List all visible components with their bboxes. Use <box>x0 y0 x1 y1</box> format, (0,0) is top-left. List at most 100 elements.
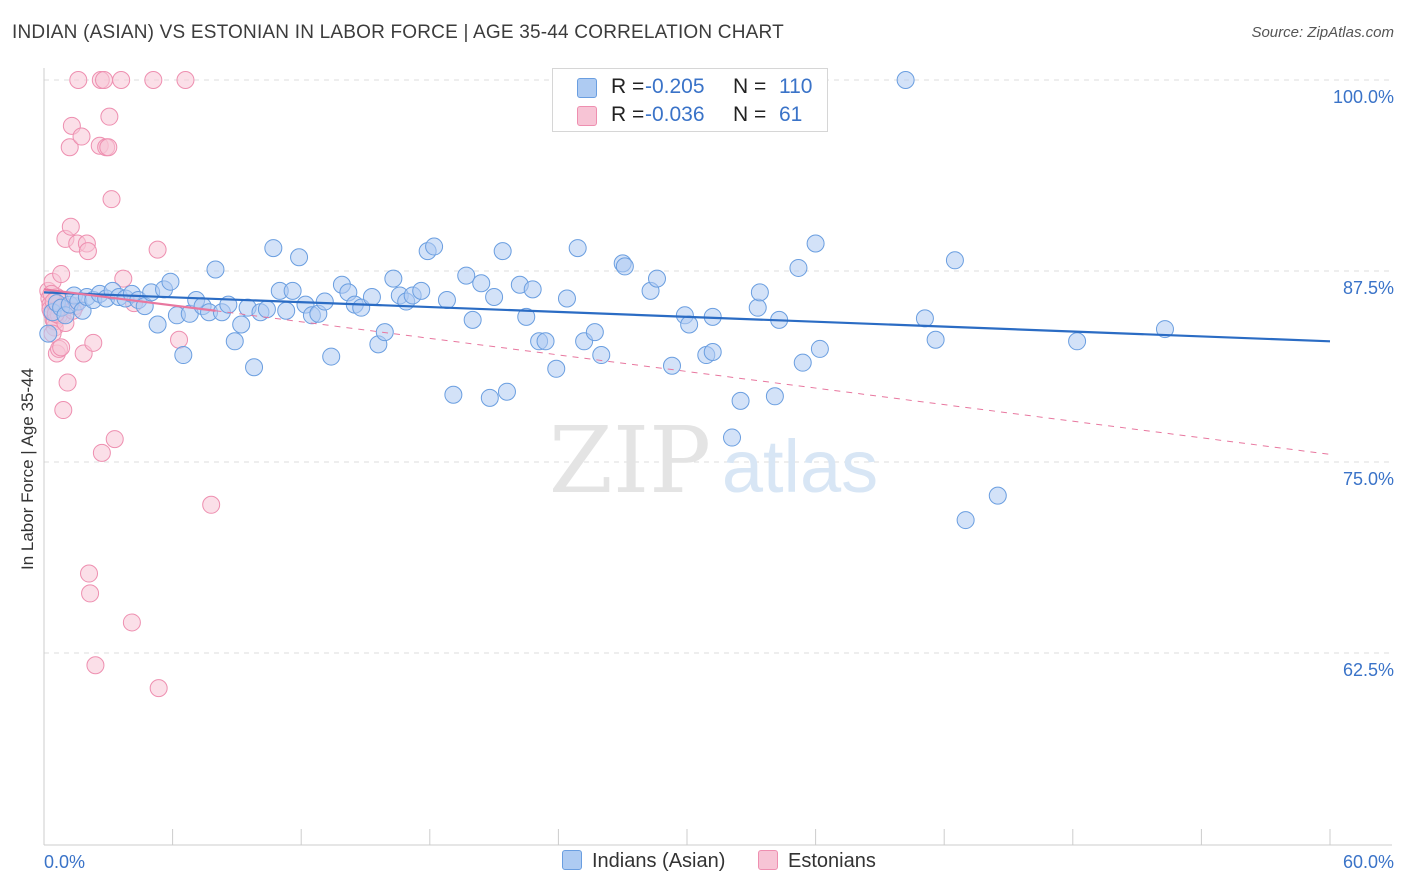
estonian-point <box>78 242 97 261</box>
estonian-point <box>102 190 121 209</box>
indian-point <box>592 346 611 365</box>
estonian-point <box>122 613 141 632</box>
indian-point <box>789 258 808 277</box>
y-tick-label-87-5: 87.5% <box>1342 278 1394 298</box>
indian-point <box>485 287 504 306</box>
estonian-point <box>170 330 189 349</box>
indian-point <box>956 511 975 530</box>
indian-point <box>806 234 825 253</box>
indian-point <box>615 257 634 276</box>
source-label: Source: ZipAtlas.com <box>1251 24 1394 41</box>
legend-swatch-estonian <box>577 106 597 126</box>
indian-point <box>463 310 482 329</box>
legend-r-value: -0.205 <box>645 75 705 98</box>
indian-point <box>225 332 244 351</box>
indian-trend-line <box>43 291 1331 343</box>
indian-point <box>412 281 431 300</box>
estonian-point <box>86 656 105 675</box>
legend-n-value: 61 <box>779 103 803 126</box>
indian-point <box>896 71 915 89</box>
axes <box>43 68 1392 846</box>
chart-title: INDIAN (ASIAN) VS ESTONIAN IN LABOR FORC… <box>12 22 784 43</box>
estonian-point <box>92 443 111 462</box>
indian-point <box>750 283 769 302</box>
indian-point <box>290 248 309 267</box>
legend-swatch-indian <box>577 78 597 98</box>
indian-point <box>362 287 381 306</box>
legend-r-label: R = <box>611 75 645 98</box>
bottom-legend-label-estonian: Estonians <box>788 850 876 872</box>
indian-point <box>926 330 945 349</box>
indian-point <box>585 323 604 342</box>
indian-point <box>703 342 722 361</box>
estonian-point <box>84 333 103 352</box>
indian-point <box>480 388 499 407</box>
bottom-legend-label-indian: Indians (Asian) <box>592 850 726 872</box>
indian-point <box>322 347 341 366</box>
indian-point <box>568 239 587 258</box>
x-tick-label-max: 60.0% <box>1342 852 1394 872</box>
estonian-point <box>69 71 88 89</box>
estonian-point <box>60 138 79 157</box>
indian-point <box>1068 332 1087 351</box>
indian-point <box>277 301 296 320</box>
estonian-point <box>99 138 118 157</box>
indian-point <box>206 260 225 279</box>
indian-point <box>536 332 555 351</box>
indian-point <box>497 382 516 401</box>
bottom-legend-estonian: Estonians <box>758 850 876 873</box>
indian-point <box>557 289 576 308</box>
trend-lines <box>43 288 1331 455</box>
indian-point <box>283 281 302 300</box>
watermark-atlas: atlas <box>722 425 878 508</box>
indian-point <box>161 272 180 291</box>
indian-point <box>444 385 463 404</box>
estonian-point <box>149 679 168 698</box>
indian-point <box>731 391 750 410</box>
indian-point <box>523 280 542 299</box>
indian-point <box>257 300 276 319</box>
y-tick-label-75: 75.0% <box>1342 469 1394 489</box>
indian-point <box>915 309 934 328</box>
estonian-point <box>105 430 124 449</box>
indian-point <box>384 269 403 288</box>
y-axis-label: In Labor Force | Age 35-44 <box>18 368 37 570</box>
estonian-point <box>95 71 114 89</box>
indian-point <box>174 346 193 365</box>
legend-n-value: 110 <box>779 75 813 98</box>
estonian-trend-line <box>43 288 216 312</box>
estonian-point <box>58 373 77 392</box>
indian-point <box>425 237 444 256</box>
indian-point <box>472 274 491 293</box>
indian-point <box>988 486 1007 505</box>
estonian-trend-extension <box>215 310 1331 455</box>
legend-n-label: N = <box>733 75 767 98</box>
legend-n-label: N = <box>733 103 767 126</box>
bottom-legend-swatch-indian <box>562 850 582 870</box>
indian-point <box>1155 320 1174 339</box>
indian-point <box>662 356 681 375</box>
estonian-point <box>52 338 71 357</box>
indian-point <box>647 269 666 288</box>
estonian-point <box>100 107 119 126</box>
indian-points <box>39 71 1174 530</box>
indian-point <box>457 266 476 285</box>
legend-r-label: R = <box>611 103 645 126</box>
indian-point <box>793 353 812 372</box>
indian-point <box>945 251 964 270</box>
indian-point <box>680 315 699 334</box>
indian-point <box>765 387 784 406</box>
indian-point <box>148 315 167 334</box>
bottom-legend-indian: Indians (Asian) <box>562 850 725 873</box>
legend-r-value: -0.036 <box>645 103 705 126</box>
stats-legend: R = -0.205 N = 110 R = -0.036 N = 61 <box>552 68 828 132</box>
estonian-point <box>202 495 221 514</box>
estonian-point <box>114 269 133 288</box>
legend-row-estonian: R = -0.036 N = 61 <box>553 101 827 129</box>
indian-point <box>723 428 742 447</box>
indian-point <box>437 291 456 310</box>
estonian-point <box>176 71 195 89</box>
x-tick-label-min: 0.0% <box>44 852 86 872</box>
estonian-point <box>72 127 91 146</box>
y-tick-label-62-5: 62.5% <box>1342 660 1394 680</box>
